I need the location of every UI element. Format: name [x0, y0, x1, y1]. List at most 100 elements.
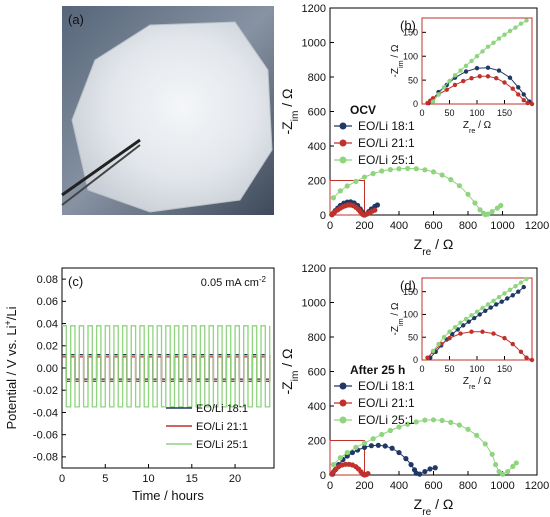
inset-data-point: [518, 280, 524, 285]
data-point: [474, 432, 480, 438]
inset-data-point: [485, 65, 491, 70]
inset-data-point: [524, 18, 529, 23]
inset-axis-xtick-label: 0: [419, 364, 424, 374]
legend-marker: [339, 399, 347, 407]
data-point: [498, 202, 504, 209]
data-point: [344, 183, 350, 189]
inset-data-point: [491, 298, 496, 303]
inset-data-point: [463, 69, 469, 74]
axis-xtick-label: 10: [142, 473, 154, 485]
inset-data-point: [516, 85, 521, 90]
y-axis-label: -Zim / Ω: [279, 89, 301, 135]
data-point: [370, 436, 376, 442]
inset-data-point: [513, 25, 518, 30]
inset-data-point: [502, 32, 507, 37]
inset-axis-xtick-label: 50: [444, 108, 454, 118]
y-axis-label: Potential / V vs. Li+/Li: [3, 306, 19, 429]
inset-data-point: [510, 293, 515, 298]
data-point: [456, 183, 462, 189]
axis-xtick-label: 20: [229, 473, 241, 485]
axis-xtick-label: 1000: [490, 220, 514, 232]
axis-frame: [61, 267, 275, 469]
data-point: [430, 417, 437, 423]
axis-ytick-label: -0.06: [33, 430, 58, 442]
data-point: [417, 471, 423, 477]
axis-ytick-label: 0: [320, 210, 326, 222]
legend-label: EO/Li 18:1: [196, 403, 248, 415]
inset-data-point: [518, 349, 524, 354]
axis-xtick-label: 0: [59, 473, 65, 485]
inset-data-point: [507, 287, 513, 293]
inset-data-point: [447, 329, 452, 334]
axis-ytick-label: 400: [308, 401, 326, 413]
panel-d: 0 200 400 600 800 1000 12000200400600800100012…: [279, 263, 549, 517]
data-point: [330, 462, 337, 468]
zoom-region-box: [329, 440, 365, 476]
inset-data-point: [480, 305, 485, 311]
data-point: [439, 417, 445, 424]
axis-ytick-label: -0.04: [33, 407, 58, 419]
legend-label: EO/Li 25:1: [196, 439, 248, 451]
axis-xtick-label: 800: [459, 480, 477, 492]
inset-data-point: [458, 331, 463, 336]
data-point: [337, 188, 343, 194]
inset-axis-ytick-label: 150: [403, 27, 418, 37]
x-axis-label: Zre / Ω: [414, 236, 454, 258]
y-axis-label: -Zim / Ω: [279, 349, 301, 395]
axis-ytick-label: 1000: [302, 297, 326, 309]
inset-data-point: [469, 313, 474, 318]
inset-axis-ytick-label: 50: [408, 332, 418, 342]
inset-axis-ytick-label: 0: [413, 355, 418, 365]
data-point: [337, 455, 343, 461]
axis-ytick-label: 0.04: [37, 318, 58, 330]
inset-data-point: [513, 284, 518, 289]
inset-data-point: [480, 329, 485, 334]
axis-xtick-label: 200: [355, 220, 373, 232]
inset-data-point: [516, 92, 521, 97]
axis-xtick-label: 400: [390, 220, 408, 232]
panel-label: (b): [400, 18, 416, 33]
axis-ytick-label: 0.02: [37, 341, 58, 353]
data-point: [513, 460, 519, 466]
inset-data-point: [502, 80, 507, 85]
legend-label: EO/Li 18:1: [358, 119, 415, 133]
data-point: [510, 463, 516, 469]
inset-axis-xtick-label: 0: [419, 108, 424, 118]
inset-data-point: [510, 86, 515, 91]
data-point: [379, 168, 385, 174]
axis-ytick-label: 600: [308, 366, 326, 378]
data-point: [422, 468, 428, 475]
inset-data-point: [496, 294, 502, 300]
data-point: [387, 427, 393, 434]
axis-xtick-label: 1000: [490, 480, 514, 492]
inset-axis-xtick-label: 100: [469, 364, 484, 374]
inset-axis-ytick-label: 100: [403, 51, 418, 61]
inset-red-frame: [421, 17, 533, 105]
data-point: [372, 207, 378, 213]
inset-data-point: [491, 331, 496, 336]
inset-data-point: [474, 65, 480, 71]
data-point: [382, 443, 388, 449]
legend-marker: [339, 382, 347, 390]
membrane-disc: [71, 21, 273, 213]
axis-ytick-label: 0.00: [37, 363, 58, 375]
data-point: [448, 177, 454, 183]
inset-data-point: [485, 74, 491, 79]
legend-marker: [339, 156, 347, 164]
data-point: [413, 419, 419, 425]
legend-label: EO/Li 25:1: [358, 413, 415, 427]
axis-ytick-label: 0.08: [37, 274, 58, 286]
inset-y-axis-label: -Zim / Ω: [390, 302, 405, 335]
inset-data-point: [452, 325, 458, 330]
axis-xtick-label: 600: [424, 480, 442, 492]
panel-b: 0 200 400 600 800 1000 12000200400600800100012…: [279, 3, 549, 258]
inset-data-point: [525, 100, 530, 106]
data-point: [485, 211, 491, 217]
inset-data-point: [436, 92, 441, 97]
current-density-note: 0.05 mA cm-2: [201, 275, 267, 290]
data-point: [330, 195, 337, 201]
axis-ytick-label: 1000: [302, 37, 326, 49]
data-point: [344, 449, 350, 456]
inset-data-point: [452, 73, 458, 78]
inset-data-point: [474, 54, 480, 59]
